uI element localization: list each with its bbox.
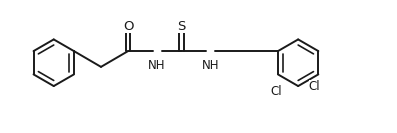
Text: O: O	[123, 20, 133, 33]
Text: S: S	[177, 20, 186, 33]
Text: NH: NH	[202, 59, 219, 72]
Text: Cl: Cl	[309, 80, 320, 93]
Text: Cl: Cl	[270, 85, 282, 98]
Text: NH: NH	[148, 59, 166, 72]
